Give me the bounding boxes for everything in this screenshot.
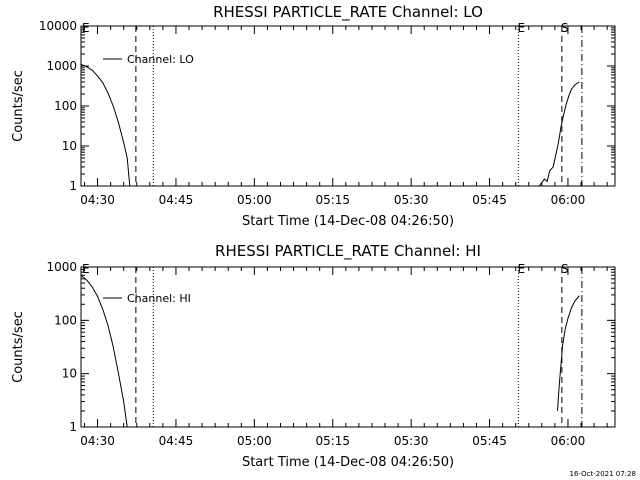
print-timestamp: 16-Oct-2021 07:28: [570, 470, 636, 478]
series-line: [80, 274, 128, 428]
x-tick-label: 04:45: [159, 193, 194, 207]
x-tick-label: 05:45: [472, 193, 507, 207]
x-tick-label: 05:15: [315, 434, 350, 448]
x-tick-label: 04:30: [80, 193, 115, 207]
series-line: [538, 81, 580, 187]
marker-label: S: [561, 262, 569, 276]
y-axis-label: Counts/sec: [11, 70, 26, 142]
y-tick-label: 10000: [39, 19, 77, 33]
y-tick-label: 100: [54, 99, 77, 113]
x-tick-label: 05:15: [315, 193, 350, 207]
x-axis-label: Start Time (14-Dec-08 04:26:50): [242, 455, 454, 470]
y-tick-label: 1: [69, 420, 77, 434]
marker-label: E: [82, 262, 90, 276]
marker-label: S: [561, 21, 569, 35]
chart-panel-hi: RHESSI PARTICLE_RATE Channel: HI Start T…: [11, 242, 616, 470]
legend-label: Channel: LO: [127, 53, 194, 66]
chart-panel-lo: RHESSI PARTICLE_RATE Channel: LO Start T…: [11, 3, 616, 229]
y-tick-label: 100: [54, 313, 77, 327]
chart-title: RHESSI PARTICLE_RATE Channel: HI: [215, 242, 481, 261]
x-tick-label: 05:30: [394, 193, 429, 207]
x-tick-label: 04:30: [80, 434, 115, 448]
y-tick-label: 10: [62, 367, 77, 381]
plot-frame: [80, 25, 616, 187]
series-line: [557, 295, 580, 411]
y-tick-label: 10: [62, 139, 77, 153]
x-tick-label: 06:00: [551, 193, 586, 207]
x-tick-label: 05:45: [472, 434, 507, 448]
legend-label: Channel: HI: [127, 292, 191, 305]
x-tick-label: 05:00: [237, 193, 272, 207]
marker-label: E: [82, 21, 90, 35]
marker-label: E: [518, 21, 526, 35]
plot-frame: [80, 266, 616, 428]
marker-label: E: [518, 262, 526, 276]
y-tick-label: 1000: [46, 260, 77, 274]
y-tick-label: 1000: [46, 59, 77, 73]
series-line: [80, 63, 131, 187]
x-tick-label: 06:00: [551, 434, 586, 448]
chart-title: RHESSI PARTICLE_RATE Channel: LO: [213, 3, 483, 22]
y-tick-label: 1: [69, 179, 77, 193]
y-axis-label: Counts/sec: [11, 311, 26, 383]
x-tick-label: 04:45: [159, 434, 194, 448]
x-tick-label: 05:00: [237, 434, 272, 448]
x-tick-label: 05:30: [394, 434, 429, 448]
x-axis-label: Start Time (14-Dec-08 04:26:50): [242, 214, 454, 229]
